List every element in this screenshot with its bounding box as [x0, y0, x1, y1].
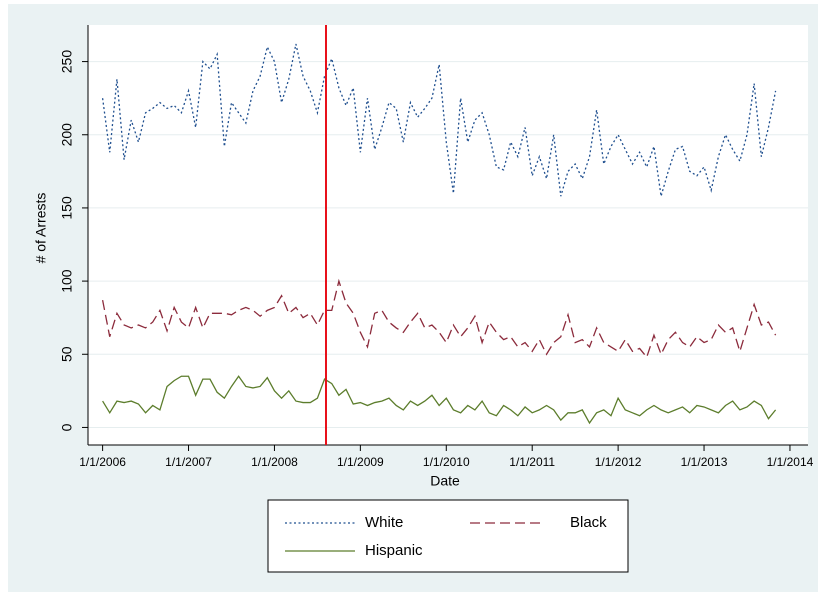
x-tick-label: 1/1/2010: [423, 455, 470, 469]
x-tick-label: 1/1/2009: [337, 455, 384, 469]
y-tick-label: 100: [59, 269, 75, 293]
plot-area: [88, 25, 808, 445]
x-tick-label: 1/1/2006: [79, 455, 126, 469]
legend-label: White: [365, 514, 403, 531]
series-line: [102, 375, 777, 425]
y-tick-label: 50: [59, 346, 75, 362]
x-tick-label: 1/1/2011: [509, 455, 555, 469]
y-tick-label: 150: [59, 196, 75, 220]
legend-box: [267, 499, 629, 573]
y-tick-label: 200: [59, 123, 75, 147]
series-line: [101, 278, 777, 359]
x-tick-label: 1/1/2014: [767, 455, 814, 469]
x-tick-label: 1/1/2008: [251, 455, 298, 469]
legend-label: Hispanic: [365, 542, 423, 559]
x-tick-label: 1/1/2013: [681, 455, 728, 469]
y-tick-label: 0: [59, 423, 75, 431]
x-tick-label: 1/1/2012: [595, 455, 642, 469]
y-tick-label: 250: [59, 50, 75, 74]
x-tick-label: 1/1/2007: [165, 455, 212, 469]
y-axis-title: # of Arrests: [33, 193, 49, 264]
x-axis-title: Date: [430, 473, 460, 489]
legend-label: Black: [570, 514, 607, 531]
